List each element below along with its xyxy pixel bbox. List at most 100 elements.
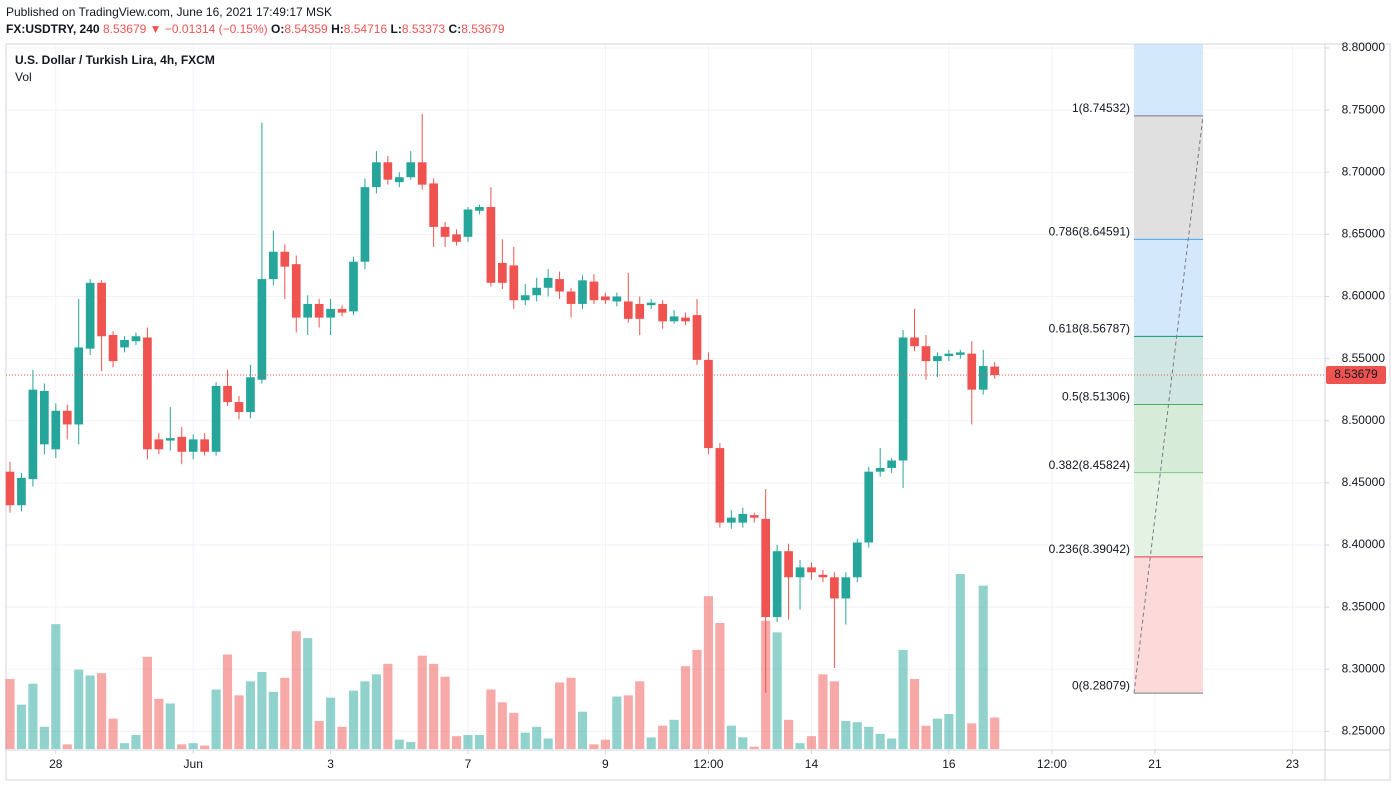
volume-bar	[990, 717, 1000, 749]
volume-bar	[74, 669, 84, 749]
x-tick-label: 16	[942, 757, 956, 771]
volume-bar	[806, 736, 817, 749]
candle-body	[658, 303, 667, 322]
candle-body	[726, 517, 736, 523]
ohlc-value: 8.53373	[401, 22, 446, 36]
volume-bar	[97, 673, 107, 749]
x-tick-label: 21	[1148, 757, 1162, 771]
candle-body	[452, 234, 461, 242]
volume-bar	[451, 736, 462, 749]
candle-body	[314, 303, 324, 318]
volume-bar	[39, 726, 49, 749]
candle-body	[509, 265, 519, 301]
candle-body	[246, 377, 255, 413]
candle-body	[303, 303, 313, 318]
volume-bar	[211, 689, 221, 749]
y-tick-label: 8.45000	[1342, 475, 1386, 489]
volume-bar	[898, 649, 908, 749]
candle-body	[520, 295, 530, 301]
fib-label: 0.382(8.45824)	[1049, 458, 1130, 472]
ohlc-label: O:	[271, 22, 285, 36]
candle-body	[578, 280, 587, 304]
candle-body	[910, 337, 919, 347]
y-tick-label: 8.75000	[1342, 102, 1386, 116]
volume-bar	[749, 746, 759, 749]
frame	[5, 43, 1391, 781]
arrow: ▼	[149, 22, 162, 36]
y-tick-label: 8.65000	[1342, 227, 1386, 241]
candle-body	[772, 551, 782, 618]
volume-bar	[131, 735, 141, 749]
candle-body	[749, 515, 759, 518]
candle-body	[154, 439, 164, 450]
background	[6, 44, 1325, 750]
volume-bar	[635, 681, 645, 749]
volume-bar	[154, 698, 164, 749]
y-tick-label: 8.25000	[1342, 724, 1386, 738]
candle-body	[807, 567, 816, 573]
candle-body	[85, 282, 95, 349]
volume-bar	[921, 725, 931, 749]
candle-body	[257, 279, 267, 380]
fib-label: 0.236(8.39042)	[1049, 542, 1130, 556]
volume-bar	[967, 723, 977, 749]
fib-zone	[1134, 472, 1203, 557]
x-tick-label: 12:00	[693, 757, 723, 771]
y-tick-label: 8.55000	[1342, 351, 1386, 365]
candle-body	[795, 567, 805, 578]
volume-bar	[268, 691, 278, 749]
candle-body	[17, 477, 26, 506]
x-tick-label: 3	[327, 757, 334, 771]
candle-body	[372, 162, 381, 188]
x-tick-label: Jun	[184, 757, 203, 771]
volume-bar	[348, 690, 359, 749]
volume-bar	[818, 674, 828, 749]
header: Published on TradingView.com, June 16, 2…	[6, 4, 505, 38]
volume-bar	[795, 743, 805, 749]
candle-body	[761, 518, 771, 618]
volume-bar	[658, 725, 668, 749]
candle-body	[898, 337, 908, 461]
last-price-box	[1326, 366, 1386, 385]
last-price-label: 8.53679	[1334, 367, 1378, 381]
candle-body	[394, 177, 404, 183]
volume-bar	[909, 679, 920, 749]
candle-body	[5, 471, 15, 506]
volume-label: Vol	[15, 70, 32, 84]
candle-body	[852, 542, 862, 578]
candle-body	[955, 352, 965, 355]
volume-bar	[417, 655, 427, 749]
candle-body	[475, 207, 484, 211]
volume-bar	[371, 674, 381, 749]
y-tick-label: 8.30000	[1342, 661, 1386, 675]
volume-bar	[772, 632, 782, 749]
volume-bar	[337, 726, 347, 749]
volume-bar	[566, 677, 576, 749]
volume-bar	[474, 735, 485, 749]
volume-bar	[394, 739, 404, 749]
volume-bar	[646, 737, 656, 749]
volume-bar	[841, 721, 851, 749]
candle-body	[429, 183, 438, 227]
change: −0.01314 (−0.15%)	[164, 22, 268, 36]
candle-body	[291, 264, 301, 318]
fib-trend-line	[1133, 115, 1204, 694]
candle-body	[623, 301, 633, 319]
volume-bar	[509, 712, 519, 749]
candle-body	[566, 291, 576, 304]
quote-line: FX:USDTRY, 240 8.53679 ▼ −0.01314 (−0.15…	[6, 21, 505, 38]
candle-body	[612, 296, 622, 302]
volume-bar	[692, 649, 702, 749]
volume-bar	[51, 624, 61, 749]
volume-bar	[291, 631, 301, 749]
volume-bar	[62, 744, 72, 749]
candle-body	[108, 334, 118, 362]
volume-bar	[85, 675, 95, 749]
candle-body	[120, 339, 129, 348]
volume-bar	[119, 743, 130, 749]
symbol: FX:USDTRY, 240	[6, 22, 100, 36]
x-tick-label: 23	[1286, 757, 1300, 771]
y-tick-label: 8.40000	[1342, 537, 1386, 551]
